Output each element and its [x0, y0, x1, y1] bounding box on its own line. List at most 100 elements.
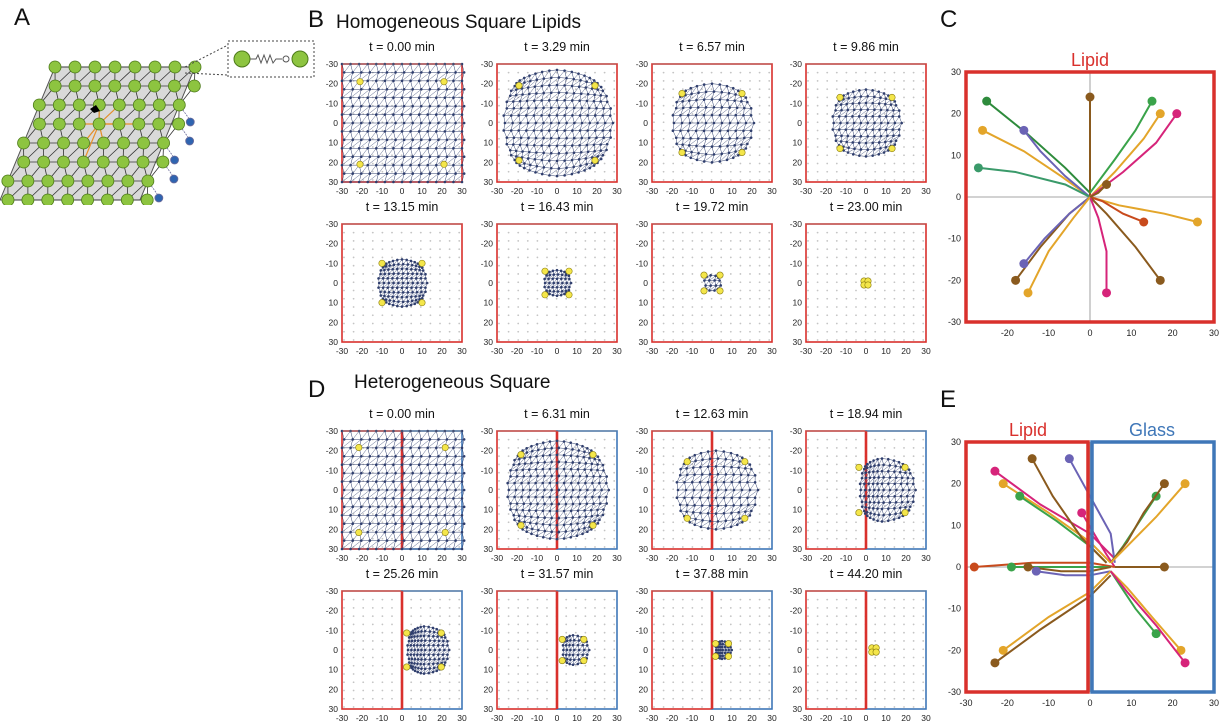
substrate-dot: [653, 290, 655, 292]
substrate-dot: [922, 97, 924, 99]
time-label: t = 16.43 min: [467, 200, 647, 214]
lattice-node-icon: [153, 118, 165, 130]
substrate-dot: [903, 163, 905, 165]
substrate-dot: [420, 232, 422, 234]
x-tick-label: 10: [417, 186, 427, 196]
network-node: [502, 114, 505, 117]
network-node: [410, 295, 413, 298]
network-edge: [393, 115, 395, 123]
network-node: [689, 156, 692, 159]
network-edge: [706, 147, 712, 155]
lattice-node-icon: [38, 156, 50, 168]
substrate-dot: [826, 163, 828, 165]
network-node: [384, 147, 387, 150]
substrate-dot: [740, 72, 742, 74]
network-node: [527, 122, 530, 125]
network-node: [343, 122, 346, 125]
network-node: [711, 130, 714, 133]
substrate-dot: [884, 113, 886, 115]
network-node: [391, 295, 394, 298]
network-node: [550, 107, 553, 110]
network-edge: [544, 71, 550, 79]
time-label: t = 19.72 min: [622, 200, 802, 214]
network-node: [392, 291, 395, 294]
lattice-node-icon: [78, 137, 90, 149]
network-node: [379, 291, 382, 294]
network-node: [892, 109, 895, 112]
network-node: [420, 155, 423, 158]
network-edge: [421, 64, 427, 72]
network-node: [719, 160, 722, 163]
substrate-dot: [826, 323, 828, 325]
substrate-dot: [759, 298, 761, 300]
network-node: [743, 137, 746, 140]
network-edge: [582, 131, 588, 138]
substrate-dot: [759, 248, 761, 250]
network-edge: [421, 115, 427, 123]
substrate-dot: [430, 240, 432, 242]
network-node: [599, 100, 602, 103]
network-node: [409, 80, 412, 83]
network-node: [885, 97, 888, 100]
anchor-point: [566, 292, 572, 298]
substrate-dot: [604, 339, 606, 341]
substrate-dot: [430, 281, 432, 283]
network-node: [377, 139, 380, 142]
substrate-dot: [730, 232, 732, 234]
network-node: [587, 150, 590, 153]
network-edge: [559, 100, 565, 108]
network-node: [392, 113, 395, 116]
substrate-dot: [343, 273, 345, 275]
substrate-dot: [759, 88, 761, 90]
network-edge: [722, 115, 728, 123]
network-edge: [456, 98, 462, 106]
substrate-dot: [884, 88, 886, 90]
network-node: [351, 155, 354, 158]
substrate-dot: [922, 130, 924, 132]
spring-inset: [185, 41, 314, 77]
substrate-dot: [692, 171, 694, 173]
network-node: [697, 137, 700, 140]
network-edge: [574, 101, 579, 108]
network-node: [386, 172, 389, 175]
network-edge: [359, 98, 361, 106]
substrate-dot: [575, 290, 577, 292]
network-node: [403, 71, 406, 74]
network-edge: [567, 100, 573, 107]
substrate-dot: [537, 314, 539, 316]
network-edge: [722, 100, 728, 107]
network-node: [401, 147, 404, 150]
network-node: [369, 139, 372, 142]
network-node: [588, 107, 591, 110]
network-node: [383, 291, 386, 294]
substrate-dot: [701, 306, 703, 308]
substrate-dot: [653, 240, 655, 242]
network-node: [341, 113, 344, 116]
network-node: [397, 291, 400, 294]
anchor-point: [837, 145, 843, 151]
substrate-dot: [836, 240, 838, 242]
network-node: [437, 122, 440, 125]
network-node: [543, 278, 546, 281]
substrate-dot: [508, 298, 510, 300]
y-tick-label: 10: [484, 298, 494, 308]
network-node: [412, 282, 415, 285]
substrate-dot: [663, 138, 665, 140]
network-node: [703, 114, 706, 117]
substrate-dot: [391, 154, 393, 156]
substrate-dot: [701, 130, 703, 132]
substrate-dot: [546, 339, 548, 341]
network-edge: [445, 115, 447, 123]
network-node: [851, 141, 854, 144]
network-node: [877, 90, 880, 93]
substrate-dot: [430, 273, 432, 275]
substrate-dot: [517, 314, 519, 316]
substrate-dot: [874, 163, 876, 165]
substrate-dot: [546, 105, 548, 107]
network-node: [687, 129, 690, 132]
network-edge: [559, 161, 565, 169]
x-tick-label: 20: [592, 186, 602, 196]
network-edge: [536, 131, 542, 138]
network-node: [580, 92, 583, 95]
substrate-dot: [439, 290, 441, 292]
